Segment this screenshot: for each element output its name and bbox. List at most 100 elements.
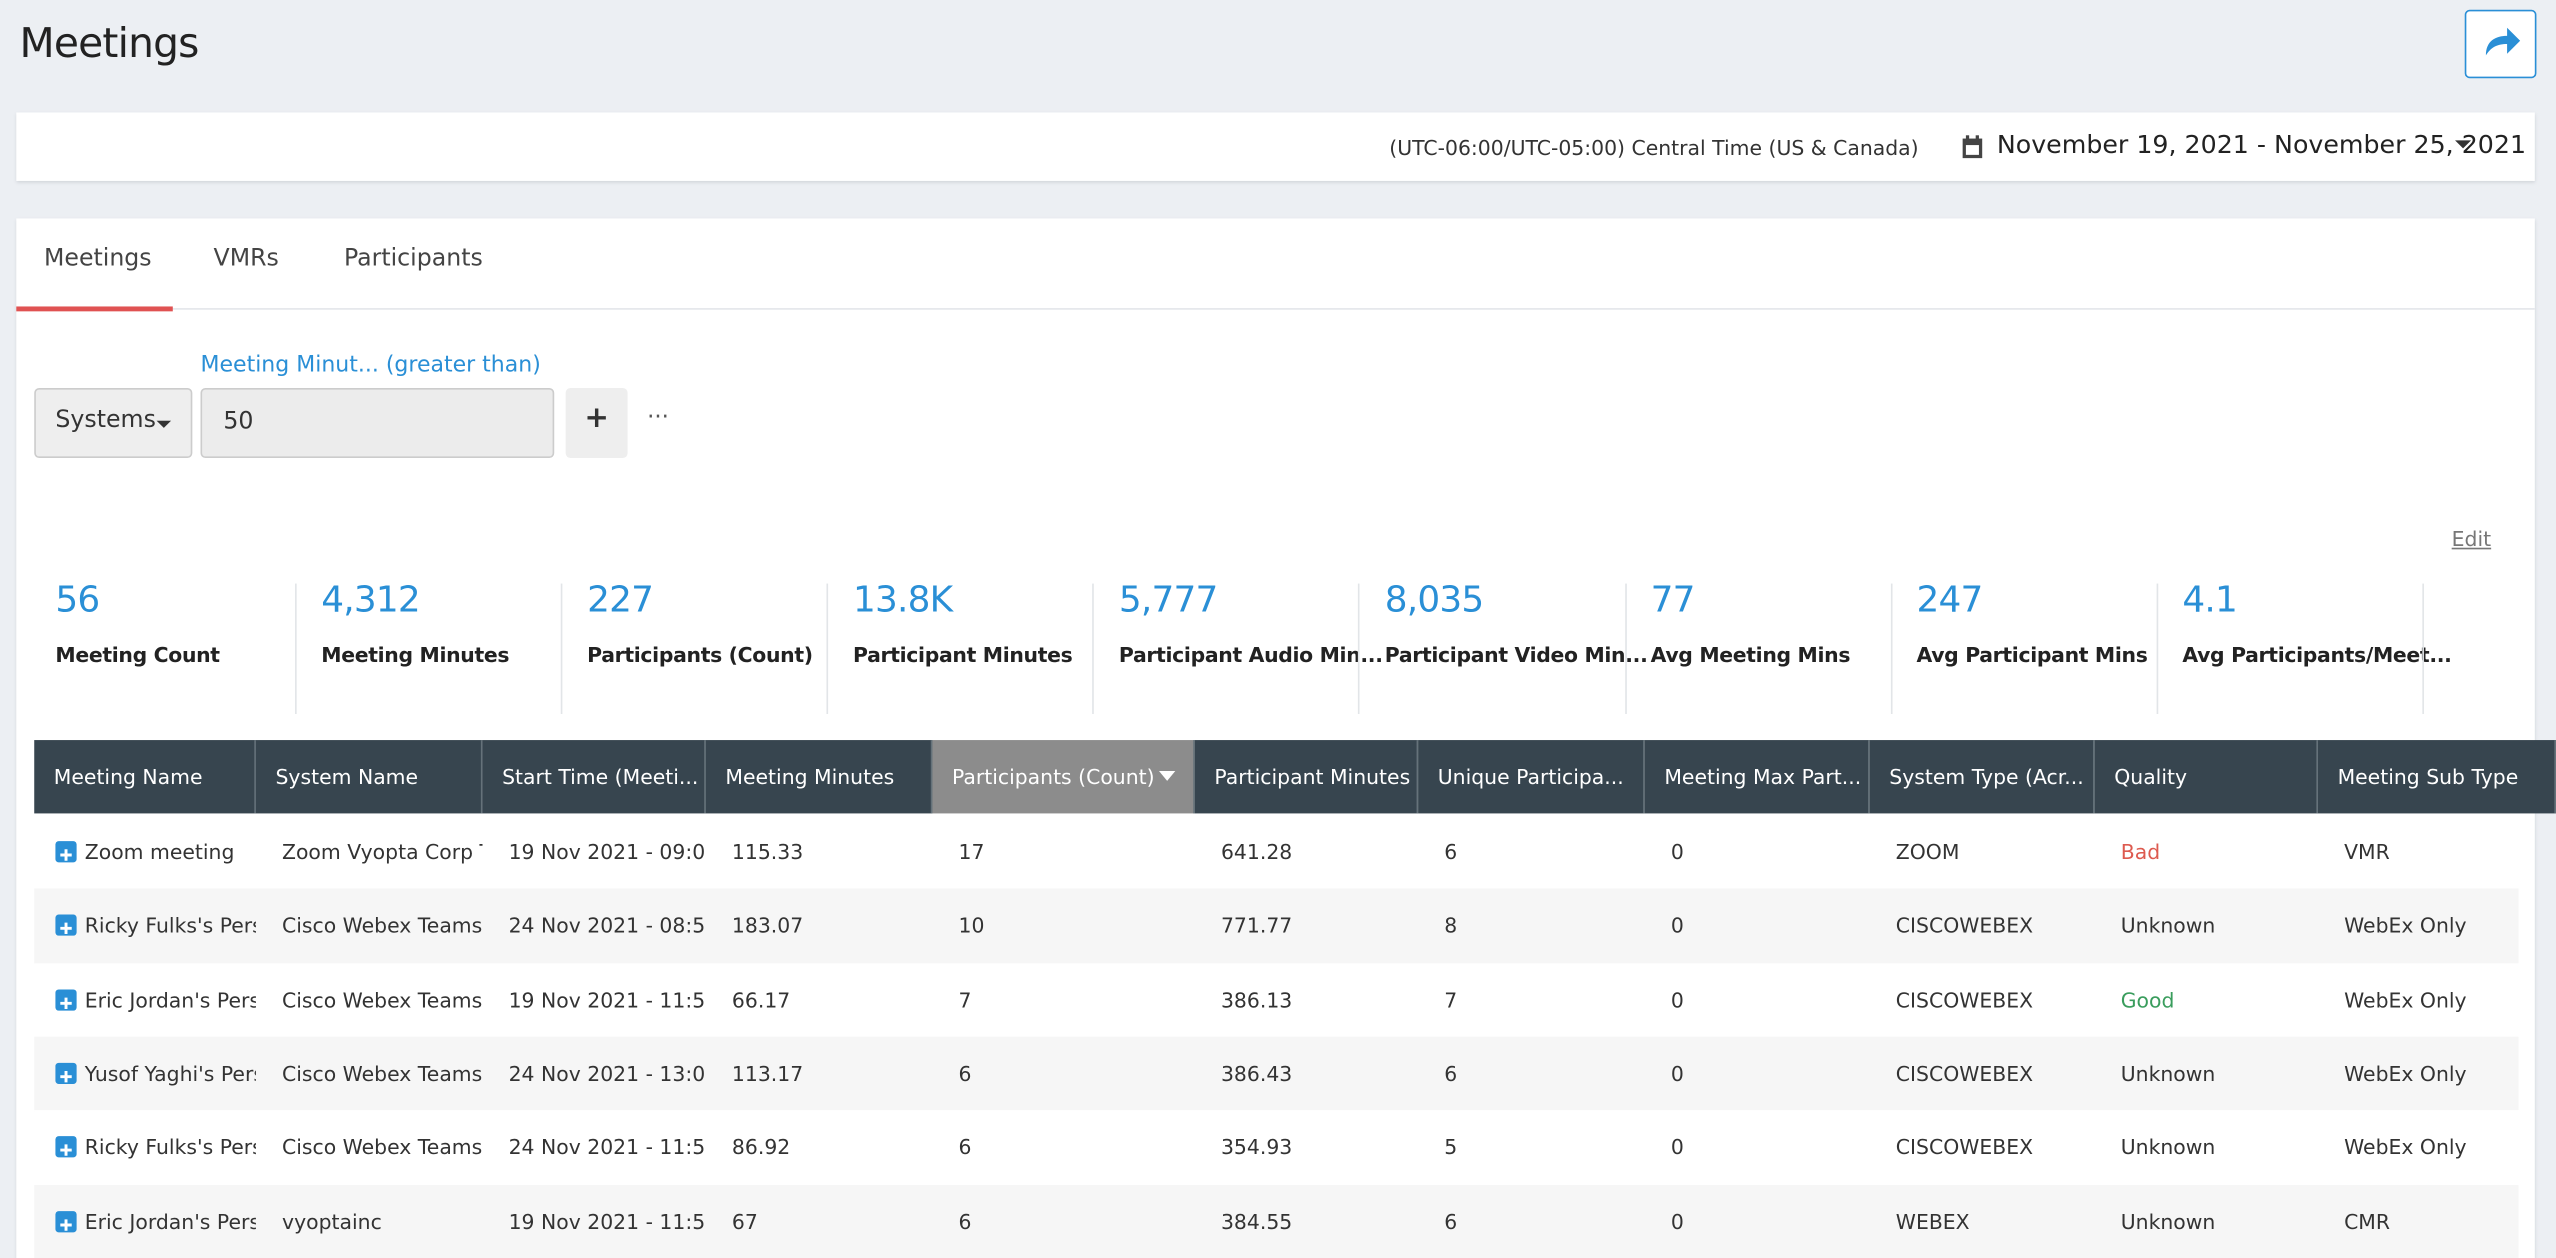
sort-indicator xyxy=(1159,771,1176,781)
table-cell: 386.13 xyxy=(1220,987,1293,1012)
table-cell: 19 Nov 2021 - 11:59:54 xyxy=(508,1208,706,1234)
metric-value: 4.1 xyxy=(2182,580,2237,622)
column-header[interactable]: Quality xyxy=(2094,740,2319,814)
table-cell: 771.77 xyxy=(1220,913,1293,938)
metric-label: Meeting Count xyxy=(55,642,220,667)
table-cell: 17 xyxy=(958,839,985,864)
metric-label: Avg Meeting Mins xyxy=(1650,642,1851,667)
tab[interactable]: Meetings xyxy=(44,246,152,273)
expand-icon[interactable] xyxy=(55,914,77,937)
table-cell: Bad xyxy=(2120,839,2161,864)
column-header[interactable]: System Type (Acr... xyxy=(1869,740,2095,814)
table-cell: 86.92 xyxy=(731,1134,791,1160)
table-cell: 67 xyxy=(731,1208,758,1234)
table-cell: Cisco Webex Teams - xyxy=(282,987,483,1012)
table-cell: 0 xyxy=(1670,1134,1684,1160)
column-header[interactable]: Participant Minutes xyxy=(1194,740,1419,814)
metric-divider xyxy=(1358,583,1361,714)
table-cell: 8 xyxy=(1444,913,1458,938)
metric-label: Meeting Minutes xyxy=(321,642,510,667)
table-row xyxy=(34,888,2519,964)
metric-value: 8,035 xyxy=(1384,580,1484,622)
table-row xyxy=(34,1184,2519,1258)
table-cell: CISCOWEBEX xyxy=(1895,987,2034,1012)
table-cell: Good xyxy=(2120,987,2175,1012)
date-range[interactable]: November 19, 2021 - November 25, 2021 xyxy=(1996,130,2527,160)
table-cell: Unknown xyxy=(2120,913,2216,938)
table-cell: 7 xyxy=(1444,987,1458,1012)
metric-label: Participants (Count) xyxy=(587,642,813,667)
date-bar xyxy=(16,112,2535,181)
table-cell: ZOOM xyxy=(1895,839,1960,864)
filter-label: Meeting Minut... (greater than) xyxy=(200,352,541,379)
metric-divider xyxy=(2421,583,2424,714)
systems-dropdown[interactable]: Systems xyxy=(34,387,193,459)
table-cell: vyoptainc xyxy=(282,1208,382,1234)
table-cell: 6 xyxy=(958,1134,972,1160)
table-cell: WEBEX xyxy=(1895,1208,1970,1234)
expand-icon[interactable] xyxy=(55,1210,77,1232)
table-cell: 66.17 xyxy=(731,987,791,1012)
table-cell: 19 Nov 2021 - 11:59:52 xyxy=(508,987,706,1012)
table-cell: WebEx Only xyxy=(2344,987,2467,1012)
metric-value: 5,777 xyxy=(1118,580,1218,622)
table-cell: 384.55 xyxy=(1220,1208,1293,1234)
table-cell: 113.17 xyxy=(731,1061,804,1086)
table-cell: CISCOWEBEX xyxy=(1895,913,2034,938)
table-cell: Zoom meeting xyxy=(84,839,235,864)
table-cell: 6 xyxy=(1444,1208,1458,1234)
metric-divider xyxy=(1890,583,1892,714)
page-title: Meetings xyxy=(19,19,200,67)
table-cell: 183.07 xyxy=(731,913,804,938)
metric-value: 56 xyxy=(55,580,100,622)
table-cell: 386.43 xyxy=(1220,1061,1293,1086)
table-row xyxy=(34,962,2519,1038)
table-cell: 0 xyxy=(1670,987,1684,1012)
metric-divider xyxy=(2156,583,2158,714)
table-cell: 6 xyxy=(958,1061,972,1086)
edit-link[interactable]: Edit xyxy=(2451,526,2492,551)
share-button[interactable] xyxy=(2464,9,2537,79)
column-header[interactable]: Start Time (Meeti... xyxy=(482,740,706,814)
column-header[interactable]: System Name xyxy=(255,740,483,814)
expand-icon[interactable] xyxy=(55,988,77,1010)
column-header[interactable]: Meeting Minutes xyxy=(705,740,933,814)
column-header[interactable]: Meeting Sub Type xyxy=(2318,740,2556,814)
table-cell: Eric Jordan's Perso xyxy=(84,1208,256,1234)
table-cell: 641.28 xyxy=(1220,839,1293,864)
metric-value: 227 xyxy=(587,580,654,622)
column-header[interactable]: Participants (Count) xyxy=(932,740,1195,814)
active-tab-indicator xyxy=(16,306,173,312)
expand-icon[interactable] xyxy=(55,841,77,863)
metric-value: 4,312 xyxy=(321,580,420,622)
table-cell: 19 Nov 2021 - 09:04:2 xyxy=(508,839,706,864)
table-cell: Cisco Webex Teams - xyxy=(282,913,483,938)
timezone[interactable]: (UTC-06:00/UTC-05:00) Central Time (US &… xyxy=(1389,135,1919,160)
table-cell: Ricky Fulks's Perso xyxy=(84,913,256,938)
table-cell: 354.93 xyxy=(1220,1134,1293,1160)
column-header[interactable]: Meeting Name xyxy=(34,740,256,814)
tab[interactable]: VMRs xyxy=(213,246,279,273)
metric-label: Participant Video Min... xyxy=(1384,642,1648,667)
more-button[interactable]: ··· xyxy=(647,404,669,431)
metric-label: Participant Audio Min... xyxy=(1118,642,1383,667)
column-header[interactable]: Unique Participa... xyxy=(1418,740,1645,814)
share-icon xyxy=(2485,27,2521,56)
table-cell: CMR xyxy=(2344,1208,2391,1234)
table-cell: Cisco Webex Teams - xyxy=(282,1134,483,1160)
expand-icon[interactable] xyxy=(55,1136,77,1158)
table-cell: Unknown xyxy=(2120,1061,2216,1086)
table-cell: 24 Nov 2021 - 11:59:5 xyxy=(508,1134,706,1160)
table-cell: Eric Jordan's Perso xyxy=(84,987,256,1012)
add-filter-button[interactable]: + xyxy=(565,387,628,459)
expand-icon[interactable] xyxy=(55,1062,77,1084)
table-cell: 7 xyxy=(958,987,972,1012)
metric-label: Avg Participants/Meet... xyxy=(2182,642,2452,667)
table-cell: 0 xyxy=(1670,839,1684,864)
tab[interactable]: Participants xyxy=(343,246,483,273)
column-header[interactable]: Meeting Max Part... xyxy=(1644,740,1870,814)
filter-input[interactable]: 50 xyxy=(200,387,555,459)
dropdown-label: Systems xyxy=(55,407,156,434)
table-row xyxy=(34,815,2519,891)
